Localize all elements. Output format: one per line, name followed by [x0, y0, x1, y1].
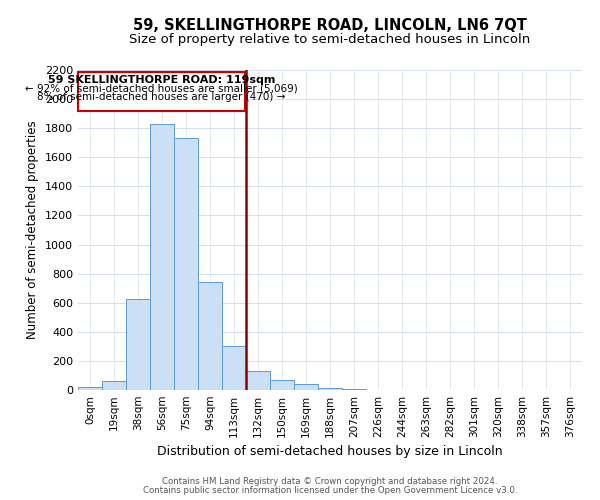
Text: 59 SKELLINGTHORPE ROAD: 119sqm: 59 SKELLINGTHORPE ROAD: 119sqm — [48, 75, 275, 85]
Text: Contains HM Land Registry data © Crown copyright and database right 2024.: Contains HM Land Registry data © Crown c… — [162, 477, 498, 486]
Bar — [222, 346, 246, 390]
Bar — [198, 282, 222, 390]
Bar — [78, 387, 102, 390]
X-axis label: Distribution of semi-detached houses by size in Lincoln: Distribution of semi-detached houses by … — [157, 446, 503, 458]
Bar — [126, 299, 150, 390]
Text: ← 92% of semi-detached houses are smaller (5,069): ← 92% of semi-detached houses are smalle… — [25, 84, 298, 94]
Bar — [174, 138, 198, 390]
Bar — [102, 382, 126, 390]
Bar — [270, 380, 294, 390]
FancyBboxPatch shape — [78, 72, 245, 110]
Text: Contains public sector information licensed under the Open Government Licence v3: Contains public sector information licen… — [143, 486, 517, 495]
Y-axis label: Number of semi-detached properties: Number of semi-detached properties — [26, 120, 40, 340]
Text: 8% of semi-detached houses are larger (470) →: 8% of semi-detached houses are larger (4… — [37, 92, 286, 102]
Bar — [150, 124, 174, 390]
Bar — [318, 388, 342, 390]
Bar — [246, 371, 270, 390]
Text: Size of property relative to semi-detached houses in Lincoln: Size of property relative to semi-detach… — [130, 32, 530, 46]
Bar — [294, 384, 318, 390]
Text: 59, SKELLINGTHORPE ROAD, LINCOLN, LN6 7QT: 59, SKELLINGTHORPE ROAD, LINCOLN, LN6 7Q… — [133, 18, 527, 32]
